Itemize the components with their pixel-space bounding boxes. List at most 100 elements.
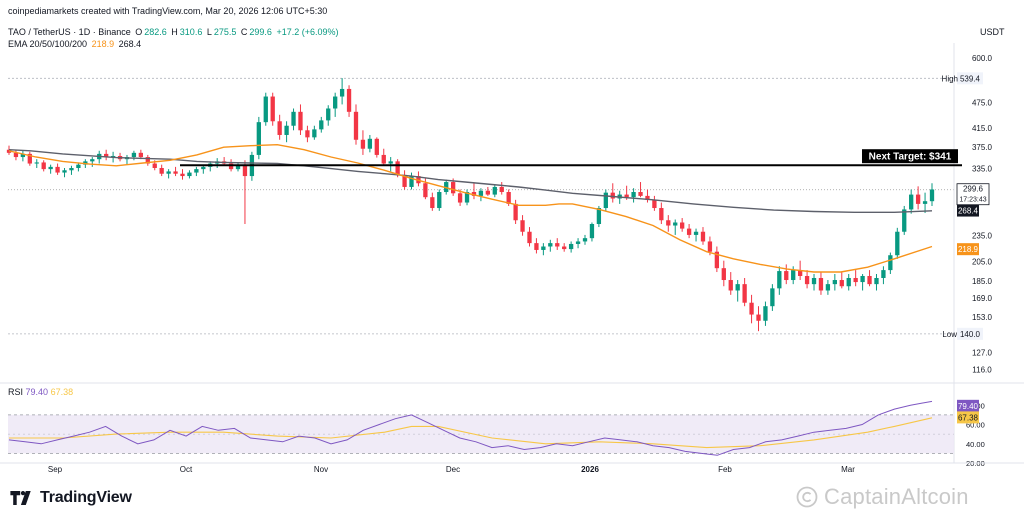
tradingview-logo-icon: [10, 491, 31, 505]
change-value: +17.2 (+6.09%): [276, 27, 339, 37]
candle-body: [610, 192, 615, 199]
symbol-name[interactable]: TAO / TetherUS · 1D · Binance: [8, 27, 131, 37]
candle-body: [818, 277, 824, 291]
candle-body: [69, 167, 74, 171]
rsi-ma-tag-bg: [957, 411, 979, 424]
candle-body: [895, 231, 900, 256]
candle-body: [152, 163, 157, 168]
low-marker-value-bg: [957, 327, 983, 340]
candle-body: [76, 164, 81, 168]
candle-body: [138, 152, 144, 158]
x-tick-label: Nov: [314, 465, 328, 474]
candle-body: [333, 96, 338, 109]
candle-body: [645, 195, 650, 200]
candle-body: [888, 255, 893, 271]
candle-body: [874, 277, 879, 285]
candle-body: [464, 192, 470, 203]
candle-body: [346, 88, 352, 112]
rsi-ma-tag-text: 67.38: [958, 413, 979, 422]
rsi-line: [8, 400, 933, 456]
ema-200-tag-text: 268.4: [958, 207, 979, 216]
candle-body: [902, 209, 907, 232]
candle-body: [90, 159, 95, 162]
y-tick-label: 600.0: [972, 54, 993, 63]
candle-body: [478, 190, 484, 196]
candle-body: [673, 222, 678, 226]
ema-200-line: [8, 149, 933, 214]
candle-body: [13, 152, 19, 158]
rsi-label[interactable]: RSI: [8, 387, 24, 397]
candle-body: [326, 108, 331, 121]
brand-name: TradingView: [40, 489, 132, 506]
candle-body: [492, 186, 497, 195]
ema-50-tag: 218.9: [957, 243, 979, 256]
x-tick-label: 2026: [581, 465, 599, 474]
y-tick-label: 375.0: [972, 143, 993, 152]
candle-body: [791, 270, 796, 281]
candle-body: [548, 243, 553, 247]
candle-body: [693, 231, 699, 235]
candle-body: [256, 122, 261, 155]
candle-body: [638, 192, 643, 196]
candle-body: [41, 162, 46, 170]
candle-body: [680, 222, 685, 229]
candle-body: [110, 155, 116, 158]
current-price-tag: 299.6 17:23:43: [956, 183, 990, 206]
y-tick-label: 335.0: [972, 165, 993, 174]
high-marker-label: High: [942, 74, 958, 83]
candle-body: [353, 111, 359, 140]
ema-50-tag-bg: [957, 243, 979, 256]
candle-body: [631, 192, 636, 198]
candle-body: [915, 194, 921, 204]
currency-label: USDT: [980, 27, 1005, 37]
candle-body: [277, 121, 282, 135]
candle-body: [388, 161, 393, 164]
ema-label[interactable]: EMA 20/50/100/200: [8, 39, 88, 49]
candle-body: [562, 246, 567, 250]
y-tick-label: 415.0: [972, 124, 993, 133]
y-tick-label: 116.0: [972, 365, 992, 374]
ema-50-line: [8, 143, 933, 273]
candle-body: [444, 182, 449, 193]
candle-body: [180, 173, 185, 177]
close-label: C: [240, 27, 248, 37]
candle-body: [714, 251, 720, 269]
candle-body: [305, 130, 310, 138]
candle-body: [55, 166, 60, 173]
ema-value-gray: 268.4: [118, 39, 142, 49]
candles: [6, 78, 935, 332]
candle-body: [194, 169, 199, 173]
tradingview-brand[interactable]: TradingView: [10, 489, 132, 507]
candle-body: [763, 306, 768, 321]
candle-body: [603, 192, 608, 209]
candle-body: [298, 111, 303, 131]
candle-body: [867, 275, 872, 285]
high-marker-value: 539.4: [960, 74, 981, 83]
candle-body: [534, 243, 539, 250]
candle-body: [145, 157, 150, 164]
candle-body: [728, 280, 733, 291]
candle-body: [797, 270, 803, 276]
rsi-ma-line: [9, 417, 933, 449]
candle-body: [624, 194, 629, 198]
rsi-legend: RSI 79.40 67.38: [8, 387, 73, 397]
rsi-tick-label: 40.00: [966, 440, 985, 449]
candle-body: [804, 275, 810, 285]
candle-body: [832, 280, 837, 285]
candle-body: [756, 314, 761, 321]
low-label: L: [206, 27, 212, 37]
x-axis: Sep Oct Nov Dec 2026 Feb Mar: [48, 465, 855, 474]
candle-body: [513, 203, 518, 221]
candle-body: [270, 96, 275, 122]
ema-value-orange: 218.9: [91, 39, 115, 49]
candle-body: [527, 231, 532, 244]
watermark: CaptainAltcoin: [796, 484, 969, 510]
rsi-value: 79.40: [25, 387, 49, 397]
candle-body: [457, 193, 463, 203]
candle-body: [860, 275, 865, 283]
candle-body: [62, 170, 67, 173]
open-value: 282.6: [144, 27, 167, 37]
